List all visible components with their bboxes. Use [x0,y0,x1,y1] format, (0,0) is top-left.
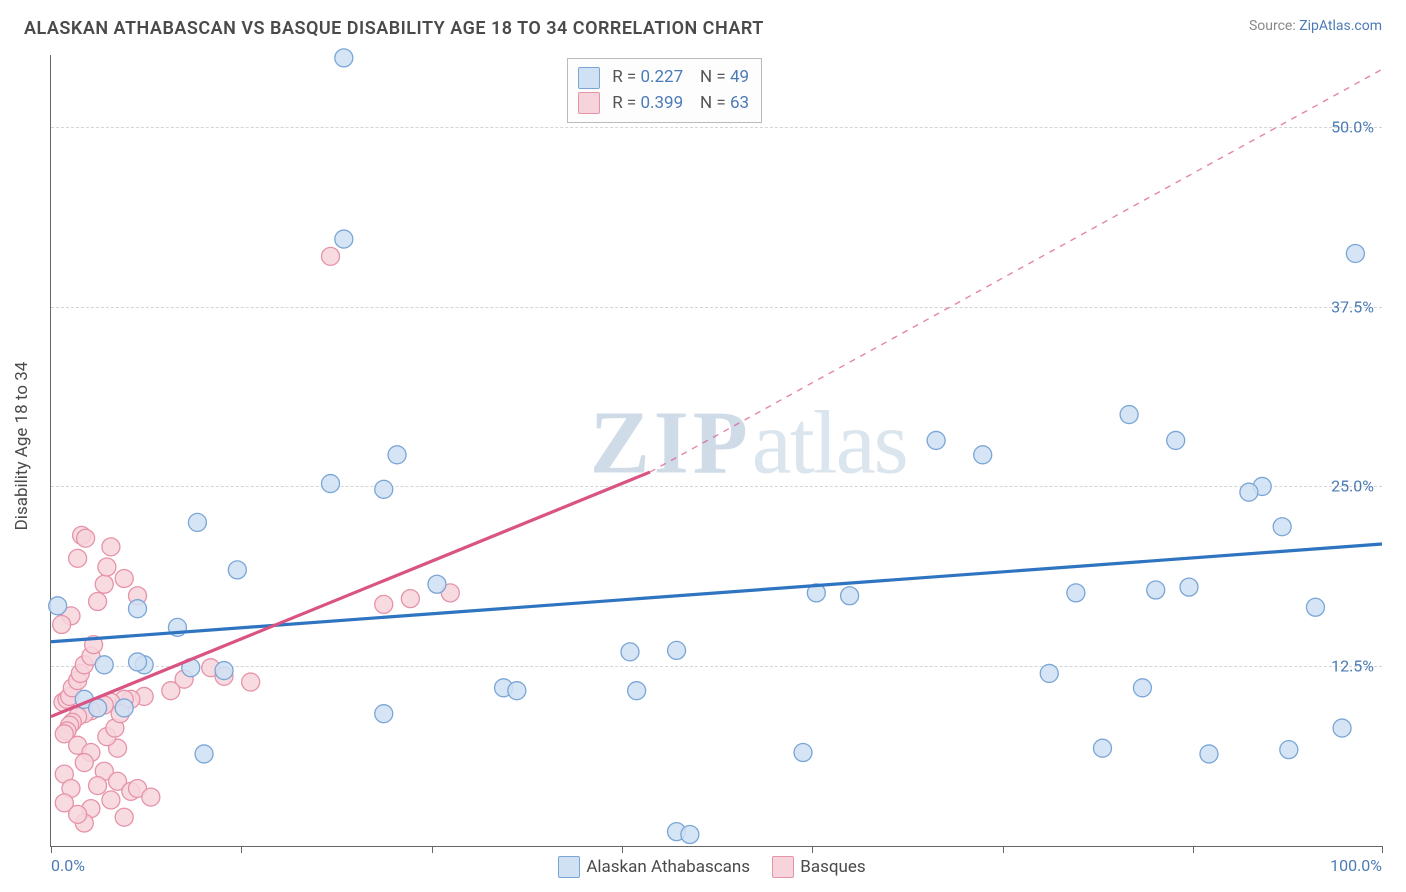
r-label-b: R = [612,93,640,113]
r-value-a: 0.227 [640,67,683,87]
scatter-point-a [1040,664,1058,682]
scatter-point-a [668,641,686,659]
legend-label-a: Alaskan Athabascans [586,857,750,877]
scatter-point-b [102,538,120,556]
n-label-b: N = [700,93,730,113]
scatter-point-b [75,754,93,772]
scatter-point-a [1067,584,1085,602]
scatter-point-b [115,569,133,587]
scatter-point-a [1180,578,1198,596]
scatter-point-b [95,575,113,593]
scatter-point-a [841,587,859,605]
scatter-point-a [335,230,353,248]
scatter-point-a [215,662,233,680]
regression-line-dashed [650,69,1382,472]
source-prefix: Source: [1249,18,1299,34]
bottom-legend: Alaskan Athabascans Basques [0,856,1406,878]
chart-title: ALASKAN ATHABASCAN VS BASQUE DISABILITY … [24,18,764,39]
n-value-b: 63 [730,93,749,113]
scatter-point-a [375,480,393,498]
swatch-b-icon [578,92,600,114]
scatter-point-a [49,597,67,615]
scatter-point-a [428,575,446,593]
source-link[interactable]: ZipAtlas.com [1299,18,1382,34]
scatter-point-a [1273,518,1291,536]
x-tick [51,846,52,853]
scatter-point-b [102,791,120,809]
scatter-svg [51,55,1382,846]
scatter-point-a [388,446,406,464]
x-tick [1003,846,1004,853]
n-label-a: N = [700,67,730,87]
scatter-point-a [188,513,206,531]
scatter-point-b [242,673,260,691]
legend-swatch-b-icon [772,856,794,878]
stats-legend-box: R = 0.227 N = 49 R = 0.399 N = 63 [567,58,762,123]
scatter-point-a [129,653,147,671]
scatter-point-a [1306,598,1324,616]
x-tick [1382,846,1383,853]
r-label-a: R = [612,67,640,87]
scatter-point-a [95,656,113,674]
scatter-point-b [142,788,160,806]
scatter-point-a [115,699,133,717]
scatter-point-a [1240,483,1258,501]
scatter-point-a [129,600,147,618]
scatter-point-b [401,590,419,608]
scatter-point-a [1280,741,1298,759]
swatch-a-icon [578,67,600,89]
y-axis-title: Disability Age 18 to 34 [12,362,32,531]
chart-plot-area: ZIPatlas R = 0.227 N = 49 R = 0.399 N = … [50,55,1382,847]
scatter-point-a [1200,745,1218,763]
scatter-point-b [89,593,107,611]
scatter-point-a [1133,679,1151,697]
scatter-point-a [228,561,246,579]
scatter-point-a [195,745,213,763]
scatter-point-b [322,247,340,265]
scatter-point-b [53,616,71,634]
r-value-b: 0.399 [640,93,683,113]
scatter-point-a [621,643,639,661]
scatter-point-a [927,431,945,449]
scatter-point-a [322,475,340,493]
scatter-point-a [974,446,992,464]
x-tick [812,846,813,853]
scatter-point-b [115,808,133,826]
scatter-point-a [1346,244,1364,262]
scatter-point-a [628,682,646,700]
scatter-point-a [1333,719,1351,737]
legend-label-b: Basques [800,857,865,877]
scatter-point-b [89,777,107,795]
scatter-point-a [794,744,812,762]
scatter-point-b [162,682,180,700]
scatter-point-b [69,805,87,823]
scatter-point-a [335,49,353,67]
stats-row-b: R = 0.399 N = 63 [578,91,749,117]
stats-row-a: R = 0.227 N = 49 [578,65,749,91]
x-tick [432,846,433,853]
source-label: Source: ZipAtlas.com [1249,18,1382,34]
x-tick [241,846,242,853]
x-tick [1193,846,1194,853]
n-value-a: 49 [730,67,749,87]
scatter-point-b [69,549,87,567]
scatter-point-a [1093,739,1111,757]
legend-swatch-a-icon [558,856,580,878]
scatter-point-a [375,705,393,723]
scatter-point-b [375,595,393,613]
scatter-point-b [77,529,95,547]
scatter-point-a [1167,431,1185,449]
scatter-point-a [1147,581,1165,599]
scatter-point-a [1120,406,1138,424]
x-tick [622,846,623,853]
scatter-point-b [98,558,116,576]
scatter-point-a [508,682,526,700]
scatter-point-a [681,825,699,843]
